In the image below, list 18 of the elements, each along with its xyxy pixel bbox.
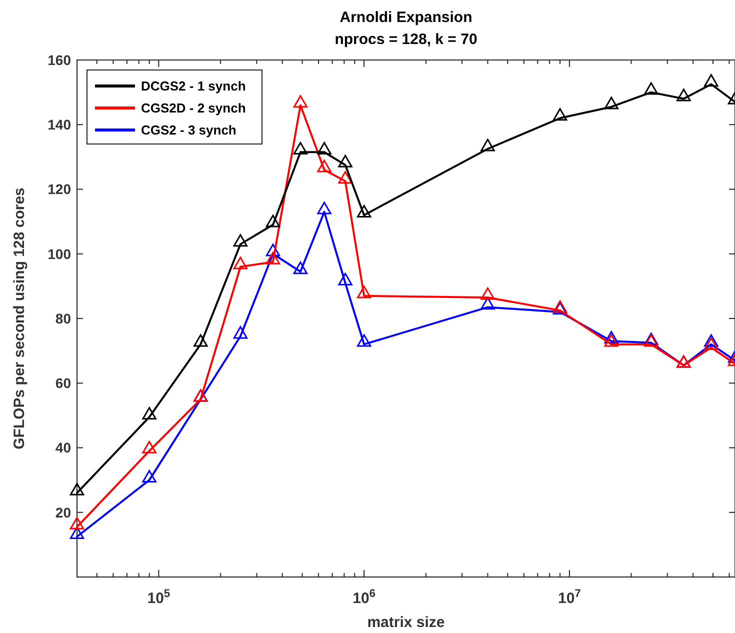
y-tick-label: 100 [48, 246, 72, 262]
y-tick-label: 140 [48, 116, 72, 133]
chart-subtitle: nprocs = 128, k = 70 [334, 31, 478, 48]
x-tick-label: 10$^{5}$ [147, 588, 170, 607]
y-tick-label: 160 [48, 52, 72, 68]
x-tick-label: 10$^{7}$ [558, 588, 581, 607]
y-tick-label: 120 [48, 181, 72, 198]
x-axis-title: matrix size [367, 614, 445, 631]
y-tick-label: 20 [55, 504, 72, 520]
x-tick-label: 10$^{6}$ [352, 588, 376, 607]
y-axis-title: GFLOPs per second using 128 cores [11, 188, 28, 450]
legend-label: CGS2D - 2 synch [141, 100, 246, 116]
y-tick-label: 60 [55, 375, 72, 392]
y-tick-label: 80 [55, 310, 72, 326]
legend-label: DCGS2 - 1 synch [141, 78, 246, 94]
legend-label: CGS2 - 3 synch [141, 122, 236, 138]
chart-title: Arnoldi Expansion [340, 9, 472, 26]
y-tick-label: 40 [55, 440, 72, 456]
